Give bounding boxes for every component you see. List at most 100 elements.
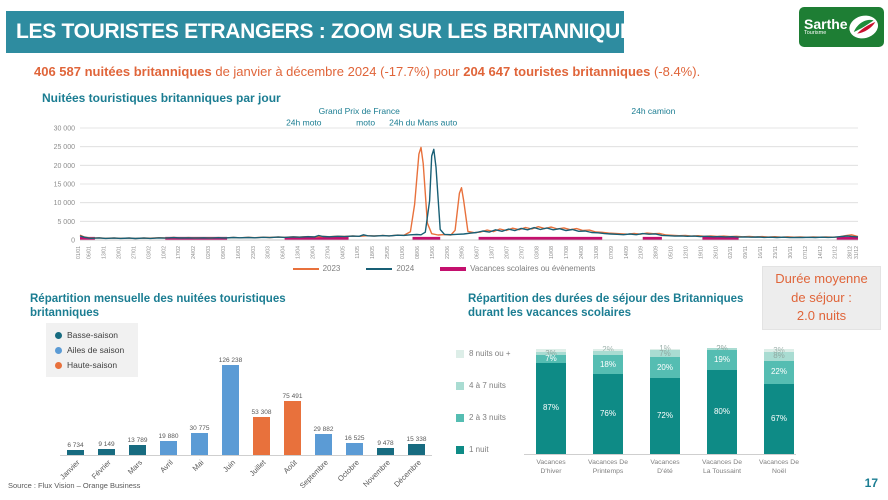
x-tick-label: 30/11 (788, 246, 794, 259)
x-tick-label: 23/11 (773, 246, 779, 259)
segment-2-à-3-nuits: 18% (593, 355, 623, 375)
stay-duration-title-line-2: durant les vacances scolaires (468, 307, 632, 320)
segment-percent-label: 72% (656, 411, 673, 421)
nights-total: 406 587 nuitées britanniques (34, 64, 212, 79)
x-tick-label: 24/02 (191, 246, 197, 259)
y-tick-label: 15 000 (54, 182, 76, 189)
segment-percent-label: 80% (713, 407, 730, 416)
holiday-stacked-bar: 3% 8% 22% 67% (764, 345, 794, 454)
monthly-nights-title-line-2: britanniques (30, 307, 100, 320)
holiday-axis-label: Vacances De Printemps (588, 459, 628, 477)
x-tick-label: 16/03 (236, 246, 242, 259)
month-axis-label: Décembre (392, 458, 423, 489)
segment-percent-label: 3% (773, 345, 785, 355)
x-tick-label: 06/01 (87, 246, 93, 259)
x-tick-label: 02/11 (728, 246, 734, 259)
month-bar-group: 53 308 Juillet (246, 338, 277, 478)
x-tick-label: 06/04 (281, 246, 287, 259)
holiday-axis-label: Vacances De Noël (759, 459, 799, 477)
duration-legend-swatch (456, 349, 464, 358)
season-legend-dot (55, 361, 62, 369)
bar-value-label: 19 880 (158, 432, 179, 440)
month-bar (98, 448, 115, 455)
duration-legend-item: 1 nuit (456, 445, 511, 454)
x-tick-label: 21/09 (639, 246, 645, 259)
month-bar-group: 30 775 Mai (184, 338, 215, 473)
holiday-bar-group: 3% 7% 87% Vacances D'hiver (534, 345, 568, 477)
duration-legend-label: 1 nuit (469, 445, 489, 454)
x-tick-label: 08/06 (415, 246, 421, 259)
holiday-axis-label-line: D'hiver (540, 467, 562, 475)
month-bar-group: 9 149 Février (90, 338, 122, 481)
bar-value-label: 75 491 (282, 393, 303, 401)
season-legend-label: Ailes de saison (67, 345, 125, 355)
segment-1-nuit: 72% (650, 378, 680, 454)
subtitle-text-2: (-8.4%). (650, 64, 701, 79)
bar-value-label: 126 238 (218, 357, 243, 364)
y-tick-label: 20 000 (54, 163, 76, 170)
x-tick-label: 20/01 (116, 246, 122, 259)
duration-legend-item: 4 à 7 nuits (456, 381, 511, 390)
x-tick-label: 24/08 (579, 246, 585, 259)
holiday-stacked-bar: 3% 7% 87% (536, 345, 566, 454)
x-tick-label: 21/12 (833, 246, 839, 259)
duration-legend-item: 2 à 3 nuits (456, 413, 511, 422)
y-tick-label: 10 000 (54, 200, 76, 207)
x-tick-label: 18/05 (370, 246, 376, 259)
segment-percent-label: 3% (545, 348, 557, 358)
legend-swatch (292, 267, 319, 270)
segment-1-nuit: 76% (593, 374, 623, 454)
x-tick-label: 29/06 (460, 246, 466, 259)
segment-2-à-3-nuits: 7% (536, 354, 566, 363)
month-bar-group: 13 789 Mars (122, 338, 153, 476)
legend-swatch (440, 266, 467, 271)
x-tick-label: 13/01 (102, 246, 108, 259)
bar-value-label: 13 789 (127, 437, 148, 445)
x-tick-label: 19/10 (698, 246, 704, 259)
title-banner: LES TOURISTES ETRANGERS : ZOOM SUR LES B… (6, 11, 648, 53)
holiday-stacked-bar: 2% 18% 76% (593, 345, 623, 454)
holiday-axis-label-line: D'été (657, 467, 673, 475)
segment-4-à-7-nuits (593, 351, 623, 356)
x-tick-label: 07/12 (803, 246, 809, 259)
y-tick-label: 25 000 (54, 144, 76, 151)
x-tick-label: 13/07 (490, 246, 496, 259)
x-tick-label: 15/06 (430, 246, 436, 259)
month-bar-group: 126 238 Juin (215, 338, 246, 474)
x-tick-label: 23/03 (251, 246, 257, 259)
x-tick-label: 10/08 (549, 246, 555, 259)
segment-percent-label: 1% (659, 344, 671, 354)
event-annotation: 24h du Mans auto (389, 118, 457, 128)
x-tick-label: 11/05 (355, 246, 361, 259)
y-tick-label: 0 (71, 238, 75, 245)
bar-value-label: 6 734 (67, 442, 84, 450)
duration-legend-swatch (456, 413, 464, 422)
month-bar (160, 440, 177, 455)
page-number: 17 (864, 476, 878, 490)
holiday-axis-label-line: Vacances De (759, 459, 799, 466)
segment-percent-label: 20% (656, 362, 673, 372)
month-bar-group: 15 338 Décembre (392, 338, 432, 489)
y-tick-label: 30 000 (54, 126, 76, 133)
bar-value-label: 29 882 (313, 425, 334, 433)
holiday-axis-label-line: Vacances (650, 459, 680, 466)
series-2023-line (79, 146, 859, 240)
season-legend: Basse-saison Ailes de saison Haute-saison (46, 323, 139, 377)
event-annotation: 24h moto (286, 118, 322, 128)
month-axis-label: Juin (220, 458, 237, 475)
month-axis-label: Août (281, 458, 299, 476)
x-tick-label: 17/08 (564, 246, 570, 259)
segment-percent-label: 2% (602, 345, 614, 355)
x-tick-label: 13/04 (296, 246, 302, 259)
segment-percent-label: 22% (770, 367, 787, 377)
season-legend-item: Basse-saison (55, 330, 124, 340)
x-tick-label: 04/05 (340, 246, 346, 259)
month-axis-label: Mai (190, 458, 206, 473)
month-bar (377, 448, 394, 455)
season-legend-dot (55, 346, 62, 354)
monthly-nights-chart-title: Répartition mensuelle des nuitées touris… (30, 292, 286, 321)
season-legend-label: Basse-saison (67, 330, 119, 340)
stay-duration-title-line-1: Répartition des durées de séjour des Bri… (468, 293, 744, 305)
source-note: Source : Flux Vision – Orange Business (8, 481, 141, 490)
segment-2-à-3-nuits: 20% (650, 357, 680, 379)
